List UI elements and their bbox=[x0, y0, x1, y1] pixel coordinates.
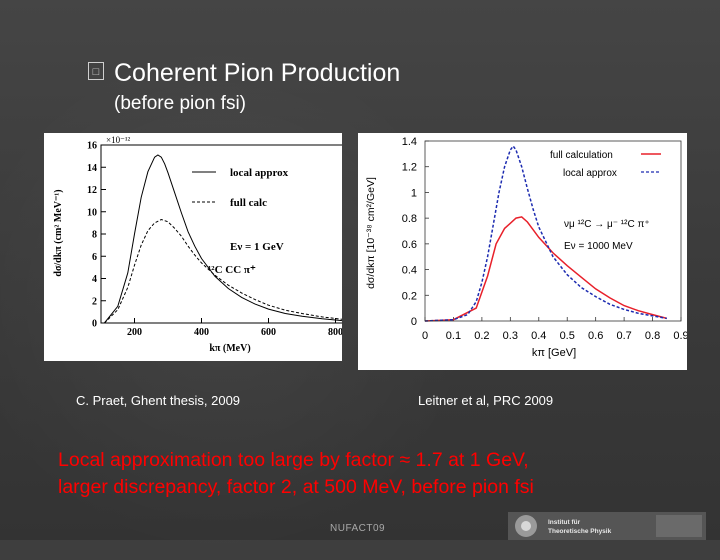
left-plot-frame bbox=[100, 144, 342, 324]
conclusion-line-2: larger discrepancy, factor 2, at 500 MeV… bbox=[58, 476, 534, 498]
left-series-local-approx bbox=[104, 154, 342, 324]
left-y-tick-label: 10 bbox=[87, 207, 97, 218]
right-x-axis: 0 0.1 0.2 0.3 0.4 0.5 0.6 0.7 0.8 0.9 bbox=[422, 317, 687, 342]
left-series bbox=[104, 154, 342, 324]
right-y-tick-label: 1 bbox=[411, 187, 417, 199]
right-y-tick-label: 1.4 bbox=[402, 136, 417, 148]
right-y-tick-label: 0.6 bbox=[402, 239, 417, 251]
left-y-tick-label: 12 bbox=[87, 185, 97, 196]
right-y-tick-label: 0.8 bbox=[402, 213, 417, 225]
caption-right: Leitner et al, PRC 2009 bbox=[418, 393, 554, 408]
left-y-tick-label: 2 bbox=[92, 296, 97, 307]
right-x-tick-label: 0.8 bbox=[645, 330, 660, 342]
left-x-axis: 200 400 600 800 bbox=[127, 318, 342, 338]
right-y-tick-label: 1.2 bbox=[402, 162, 417, 174]
right-x-tick-label: 0.6 bbox=[588, 330, 603, 342]
logo-line2: Theoretische Physik bbox=[548, 528, 612, 535]
conclusion-text: Local approximation too large by factor … bbox=[58, 447, 708, 501]
logo-graphic: Institut für Theoretische Physik bbox=[508, 512, 706, 540]
right-y-label: dσ/dkπ [10⁻³⁸ cm²/GeV] bbox=[365, 177, 377, 289]
right-y-axis: 0 0.2 0.4 0.6 0.8 1 1.2 1.4 bbox=[402, 136, 429, 328]
caption-left: C. Praet, Ghent thesis, 2009 bbox=[76, 393, 241, 408]
right-x-tick-label: 0.2 bbox=[474, 330, 489, 342]
right-annotation-energy: Eν = 1000 MeV bbox=[564, 241, 633, 252]
left-legend-local: local approx bbox=[230, 167, 289, 179]
left-annotation-energy: Eν = 1 GeV bbox=[230, 241, 284, 253]
left-chart: 0 2 4 6 8 10 12 14 16 200 400 600 800 ×10⁻¹² kπ (Me… bbox=[53, 135, 342, 354]
left-legend-full: full calc bbox=[230, 197, 267, 209]
right-y-tick-label: 0 bbox=[411, 316, 417, 328]
logo-university-mark bbox=[656, 515, 702, 537]
right-chart-panel: 0 0.2 0.4 0.6 0.8 1 1.2 1.4 0 0.1 0.2 0.3 0.4 0.5 0.6… bbox=[358, 133, 687, 370]
left-x-tick-label: 800 bbox=[328, 327, 342, 338]
right-series bbox=[424, 144, 667, 322]
right-series-full-calculation bbox=[424, 216, 667, 322]
right-x-tick-label: 0.9 bbox=[673, 330, 687, 342]
left-y-tick-label: 4 bbox=[92, 274, 97, 285]
left-y-tick-label: 14 bbox=[87, 163, 97, 174]
slide-subtitle: (before pion fsi) bbox=[114, 93, 247, 114]
slide-title: Coherent Pion Production bbox=[114, 59, 401, 87]
bullet-box-icon: □ bbox=[88, 62, 104, 80]
left-y-tick-label: 0 bbox=[92, 319, 97, 330]
left-x-tick-label: 200 bbox=[127, 327, 142, 338]
left-y-axis: 0 2 4 6 8 10 12 14 16 bbox=[87, 141, 106, 330]
right-x-label: kπ [GeV] bbox=[532, 347, 576, 359]
right-y-tick-label: 0.4 bbox=[402, 265, 417, 277]
institute-logo: Institut für Theoretische Physik bbox=[508, 512, 706, 540]
right-legend-local: local approx bbox=[563, 168, 617, 179]
left-y-tick-label: 8 bbox=[92, 230, 97, 241]
right-x-tick-label: 0.4 bbox=[531, 330, 546, 342]
left-x-tick-label: 400 bbox=[194, 327, 209, 338]
footer-label: NUFACT09 bbox=[330, 523, 386, 534]
right-annotation-reaction: νμ ¹²C → μ⁻ ¹²C π⁺ bbox=[564, 219, 650, 230]
left-x-label: kπ (MeV) bbox=[209, 343, 250, 354]
left-y-tick-label: 6 bbox=[92, 252, 97, 263]
right-x-tick-label: 0.7 bbox=[616, 330, 631, 342]
right-y-tick-label: 0.2 bbox=[402, 290, 417, 302]
right-plot-frame bbox=[424, 140, 682, 322]
right-x-tick-label: 0.5 bbox=[560, 330, 575, 342]
left-x-tick-label: 600 bbox=[261, 327, 276, 338]
left-y-tick-label: 16 bbox=[87, 141, 97, 152]
left-chart-panel: 0 2 4 6 8 10 12 14 16 200 400 600 800 ×10⁻¹² kπ (Me… bbox=[44, 133, 342, 361]
right-x-tick-label: 0.3 bbox=[503, 330, 518, 342]
left-series-full-calc bbox=[104, 218, 342, 324]
right-legend-full: full calculation bbox=[550, 150, 613, 161]
right-x-tick-label: 0 bbox=[422, 330, 428, 342]
left-annotation-channel: ¹²C CC π⁺ bbox=[208, 264, 256, 276]
conclusion-line-1: Local approximation too large by factor … bbox=[58, 449, 529, 471]
logo-line1: Institut für bbox=[548, 519, 581, 526]
right-x-tick-label: 0.1 bbox=[446, 330, 461, 342]
right-series-local-approx bbox=[424, 144, 667, 322]
right-chart: 0 0.2 0.4 0.6 0.8 1 1.2 1.4 0 0.1 0.2 0.3 0.4 0.5 0.6… bbox=[365, 136, 687, 359]
left-y-multiplier: ×10⁻¹² bbox=[106, 135, 131, 145]
left-y-label: dσ/dkπ (cm² MeV⁻¹) bbox=[53, 189, 64, 276]
